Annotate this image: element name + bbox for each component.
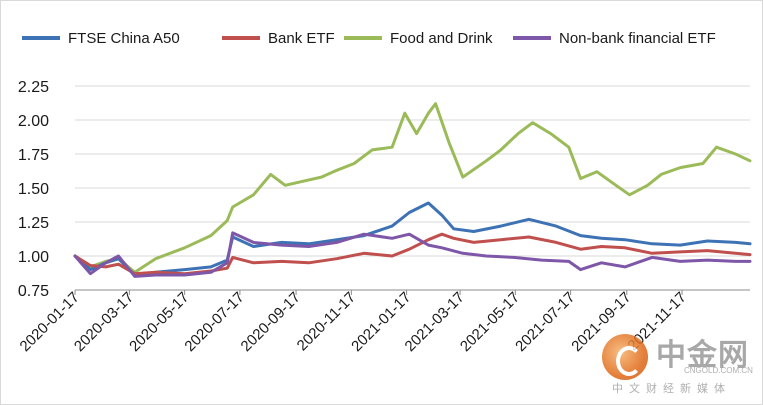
legend-label: FTSE China A50 [68, 29, 180, 47]
x-tick-label: 2020-07-17 [181, 289, 247, 355]
y-tick-label: 2.00 [18, 113, 49, 130]
legend-label: Non-bank financial ETF [559, 29, 716, 47]
series-line-bank-etf [73, 232, 752, 276]
y-tick-label: 2.25 [18, 79, 49, 96]
y-tick-label: 1.50 [18, 181, 49, 198]
watermark: 中金网 CNGOLD.COM.CN 中文财经新媒体 [600, 330, 760, 400]
legend-label: Food and Drink [390, 29, 493, 47]
legend-item-bank-etf: Bank ETF [222, 22, 335, 54]
y-tick-label: 1.25 [18, 215, 49, 232]
y-tick-label: 0.75 [18, 283, 49, 300]
watermark-cn-name: 中金网 [656, 338, 749, 373]
legend-item-ftse-china-a50: FTSE China A50 [22, 22, 180, 54]
series-line-food-and-drink [73, 102, 752, 274]
legend-swatch [22, 36, 60, 40]
x-tick-label: 2021-07-17 [512, 289, 578, 355]
cngold-logo-icon [602, 334, 648, 380]
legend-swatch [344, 36, 382, 40]
legend-item-food-and-drink: Food and Drink [344, 22, 493, 54]
watermark-subtitle: 中文财经新媒体 [612, 382, 731, 395]
x-tick-label: 2020-09-17 [238, 289, 304, 355]
legend: FTSE China A50 Bank ETF Food and Drink N… [0, 22, 763, 54]
series-line-ftse-china-a50 [73, 201, 752, 277]
legend-swatch [222, 36, 260, 40]
legend-label: Bank ETF [268, 29, 335, 47]
watermark-domain: CNGOLD.COM.CN [684, 366, 753, 375]
legend-swatch [513, 36, 551, 40]
y-tick-label: 1.75 [18, 147, 49, 164]
series-line-non-bank-financial-etf [73, 231, 752, 278]
legend-item-non-bank-financial-etf: Non-bank financial ETF [513, 22, 716, 54]
y-tick-label: 1.00 [18, 249, 49, 266]
